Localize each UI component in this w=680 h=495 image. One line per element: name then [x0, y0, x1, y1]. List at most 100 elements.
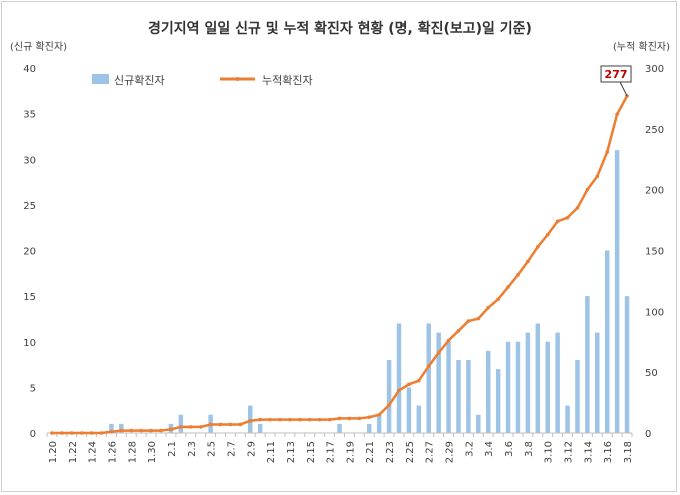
point-1.30	[149, 428, 153, 433]
point-1.31	[159, 428, 163, 433]
bar-3.14	[585, 296, 590, 433]
left-tick-label: 20	[23, 247, 36, 258]
left-tick-label: 30	[23, 155, 36, 166]
point-2.3	[188, 425, 193, 429]
point-2.6	[218, 422, 223, 427]
point-3.16	[605, 150, 610, 154]
point-3.8	[526, 259, 530, 264]
point-2.19	[347, 416, 352, 421]
point-3.2	[466, 319, 471, 323]
bar-2.25	[406, 387, 412, 433]
x-tick-label: 2.11	[266, 441, 277, 463]
point-3.15	[595, 174, 600, 179]
bar-2.18	[337, 423, 342, 433]
x-tick-label: 3.16	[603, 441, 614, 463]
x-tick-label: 2.27	[425, 441, 436, 463]
bar-series-new-cases	[109, 150, 630, 433]
point-2.28	[436, 350, 441, 355]
left-tick-label: 0	[30, 429, 36, 440]
legend-label-cumulative: 누적확진자	[262, 74, 313, 87]
point-1.27	[119, 428, 124, 433]
point-2.1	[169, 427, 173, 432]
bar-2.29	[446, 341, 451, 433]
bar-3.5	[495, 369, 501, 433]
x-tick-label: 3.4	[484, 441, 495, 457]
bar-3.12	[565, 405, 570, 433]
point-2.16	[317, 417, 322, 422]
bar-3.4	[485, 350, 491, 433]
bar-3.7	[515, 341, 521, 433]
x-tick-label: 2.15	[306, 441, 317, 463]
cumulative-line	[51, 95, 629, 435]
bar-2.2	[178, 414, 184, 433]
right-tick-label: 100	[645, 307, 664, 318]
x-tick-label: 3.18	[623, 441, 634, 463]
point-2.20	[357, 416, 362, 421]
left-tick-label: 25	[23, 201, 36, 212]
point-1.20	[50, 431, 54, 435]
bar-2.23	[386, 360, 392, 433]
point-3.3	[476, 316, 481, 321]
last-value-callout: 277	[600, 65, 632, 97]
x-tick-label: 1.22	[68, 441, 79, 463]
left-tick-label: 15	[23, 292, 36, 303]
right-tick-label: 300	[645, 64, 664, 75]
point-2.24	[397, 388, 401, 393]
point-2.10	[258, 417, 262, 422]
x-tick-label: 2.19	[345, 441, 356, 463]
point-3.7	[516, 273, 520, 277]
x-tick-label: 2.21	[365, 441, 376, 463]
point-2.2	[179, 425, 183, 429]
right-tick-label: 50	[645, 368, 658, 379]
point-2.17	[327, 417, 332, 422]
point-3.5	[496, 297, 500, 301]
bar-3.8	[525, 332, 531, 433]
point-2.12	[278, 417, 282, 422]
point-3.13	[575, 206, 580, 210]
x-tick-label: 3.8	[524, 441, 535, 457]
point-2.15	[307, 417, 312, 422]
x-tick-label: 3.12	[564, 441, 575, 463]
bar-2.28	[436, 332, 441, 433]
callout-box	[600, 65, 632, 83]
point-1.26	[109, 429, 114, 434]
bar-2.22	[376, 414, 382, 433]
point-3.11	[555, 219, 560, 224]
bar-3.18	[624, 296, 630, 433]
point-3.17	[615, 112, 619, 117]
legend-label-new-cases: 신규확진자	[114, 74, 165, 87]
left-axis-label: (신규 확진자)	[10, 41, 67, 53]
point-3.9	[536, 245, 540, 249]
point-3.1	[456, 329, 461, 333]
legend: 신규확진자 누적확진자	[92, 74, 313, 87]
left-tick-label: 5	[30, 383, 36, 394]
bar-3.16	[604, 250, 610, 433]
x-tick-label: 2.1	[167, 441, 178, 457]
x-tick-label: 2.25	[405, 441, 416, 463]
bar-3.9	[535, 323, 541, 433]
point-1.22	[69, 431, 74, 435]
point-2.21	[367, 415, 372, 419]
bar-2.27	[426, 323, 431, 433]
point-2.23	[387, 403, 391, 407]
bar-2.10	[257, 423, 263, 433]
point-2.25	[407, 382, 411, 387]
bar-2.24	[396, 323, 402, 433]
left-tick-label: 40	[23, 64, 36, 75]
point-1.29	[139, 428, 143, 433]
point-2.7	[228, 422, 233, 427]
point-2.26	[417, 378, 421, 383]
right-tick-label: 200	[645, 186, 664, 197]
point-3.6	[506, 285, 510, 289]
x-tick-label: 3.10	[544, 441, 555, 463]
callout-leader	[619, 81, 628, 97]
x-tick-label: 2.5	[207, 441, 218, 457]
point-3.10	[545, 232, 550, 237]
x-tick-label: 2.13	[286, 441, 297, 463]
bar-3.2	[466, 360, 471, 433]
point-1.23	[79, 431, 84, 435]
bar-3.6	[505, 341, 511, 433]
callout-label: 277	[605, 68, 628, 81]
point-1.24	[89, 431, 94, 435]
